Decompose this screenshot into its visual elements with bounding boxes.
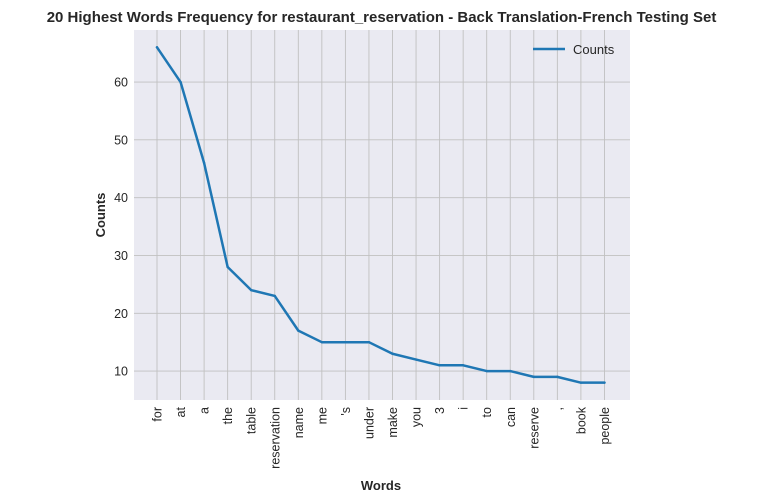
data-point: [414, 358, 418, 361]
series-line-counts: [155, 46, 606, 384]
y-tick-label: 50: [114, 133, 128, 147]
data-point: [250, 288, 253, 292]
data-point: [155, 46, 159, 49]
data-point: [438, 364, 441, 367]
x-tick-label: under: [362, 407, 376, 439]
y-tick-label: 30: [114, 249, 128, 263]
x-tick-label: the: [221, 407, 235, 424]
x-tick-label: you: [410, 407, 424, 427]
data-point: [485, 369, 488, 373]
legend: Counts: [533, 42, 615, 57]
data-point: [556, 375, 559, 379]
data-point: [367, 340, 371, 344]
y-tick-label: 20: [114, 307, 128, 321]
x-tick-label: reservation: [268, 407, 282, 469]
data-point: [297, 329, 300, 332]
x-tick-label: i: [457, 407, 471, 410]
data-point: [509, 369, 512, 373]
y-tick-label: 40: [114, 191, 128, 205]
x-tick-label: for: [151, 407, 165, 422]
data-point: [179, 80, 182, 84]
data-point: [202, 161, 206, 165]
x-tick-label: 3: [433, 407, 447, 414]
y-axis-ticks: 10 20 30 40 50 60: [114, 76, 128, 379]
x-tick-label: at: [174, 406, 188, 417]
data-point: [320, 340, 324, 344]
x-tick-label: name: [292, 407, 306, 438]
data-point: [226, 265, 229, 269]
x-tick-label: a: [198, 407, 212, 414]
data-point: [391, 352, 394, 355]
y-axis-label: Counts: [93, 193, 108, 238]
x-tick-label: people: [598, 407, 612, 445]
x-tick-label: reserve: [527, 407, 541, 449]
x-axis-ticks: for at a the table reservation name me 's under ma…: [151, 406, 612, 469]
data-point: [532, 375, 535, 379]
data-point: [579, 381, 583, 384]
plot-area: [134, 30, 630, 400]
data-point: [603, 381, 606, 384]
y-tick-label: 60: [114, 76, 128, 90]
series-layer: [155, 46, 606, 384]
grid-lines: [134, 30, 630, 400]
x-tick-label: table: [245, 407, 259, 434]
x-tick-label: make: [386, 407, 400, 438]
data-point: [461, 364, 465, 367]
y-tick-label: 10: [114, 365, 128, 379]
x-tick-label: 's: [339, 407, 353, 416]
chart-title: 20 Highest Words Frequency for restauran…: [47, 9, 717, 26]
x-tick-label: can: [504, 407, 518, 427]
x-tick-label: ,: [551, 407, 565, 410]
x-tick-label: book: [574, 406, 588, 434]
x-tick-label: to: [480, 407, 494, 417]
legend-label-counts: Counts: [573, 42, 615, 57]
data-point: [273, 294, 276, 298]
x-tick-label: me: [315, 407, 329, 424]
x-axis-label: Words: [361, 478, 401, 493]
data-point: [344, 340, 347, 344]
